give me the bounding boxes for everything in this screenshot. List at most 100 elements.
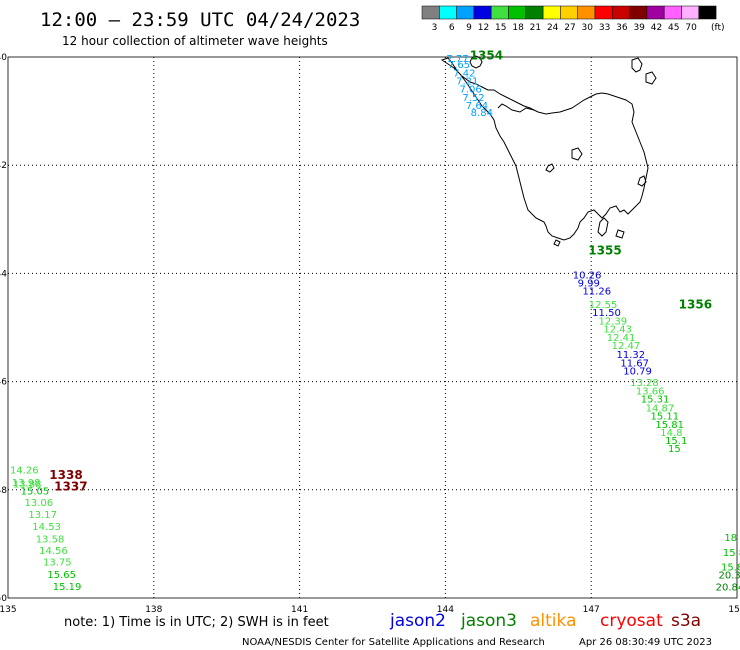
legend-bin-label: 33 bbox=[599, 23, 610, 33]
figure-title: 12:00 – 23:59 UTC 04/24/2023 bbox=[40, 9, 360, 31]
swh-value-label: 7.21 bbox=[456, 77, 478, 88]
legend-bin-label: 39 bbox=[633, 23, 645, 33]
longitude-tick-label: 141 bbox=[291, 605, 308, 615]
swh-value-label: 14.87 bbox=[646, 403, 675, 414]
map-frame bbox=[7, 56, 738, 599]
mission-cryosat-label: cryosat bbox=[600, 611, 663, 631]
swh-value-label: 8.84 bbox=[471, 108, 493, 119]
legend-bin-label: 9 bbox=[466, 23, 472, 33]
footer-note: note: 1) Time is in UTC; 2) SWH is in fe… bbox=[64, 615, 329, 630]
legend-swatch bbox=[646, 5, 665, 20]
footer-credit: NOAA/NESDIS Center for Satellite Applica… bbox=[242, 637, 545, 648]
cape-barren-island-outline bbox=[645, 71, 657, 85]
legend-swatch bbox=[456, 5, 475, 20]
longitude-tick-label: 150 bbox=[728, 605, 740, 615]
swh-value-label: 7.64 bbox=[466, 101, 488, 112]
mission-jason2-label: jason2 bbox=[389, 611, 446, 631]
swh-value-label: 9.99 bbox=[578, 278, 600, 289]
legend-bin-label: 21 bbox=[530, 23, 541, 33]
swh-value-label: 13.66 bbox=[636, 387, 665, 398]
swh-value-label: 15 bbox=[668, 444, 681, 455]
swh-value-label: 10.26 bbox=[573, 270, 602, 281]
swh-value-label: 18 bbox=[724, 533, 737, 544]
legend-swatch bbox=[525, 5, 544, 20]
mission-s3a-label: s3a bbox=[671, 611, 701, 631]
legend-swatch bbox=[663, 5, 682, 20]
swh-value-label: 12.43 bbox=[603, 324, 632, 335]
swh-value-label: 15.8 bbox=[721, 562, 740, 573]
swh-value-label: 13.88 bbox=[13, 480, 42, 491]
legend-swatch bbox=[612, 5, 630, 20]
legend-bin-label: 27 bbox=[564, 23, 575, 33]
swh-value-label: 15.8 bbox=[723, 548, 740, 559]
king-island-outline bbox=[469, 55, 483, 69]
swh-value-label: 13.28 bbox=[630, 378, 659, 389]
mission-altika-label: altika bbox=[530, 611, 577, 631]
pass-number-label: 1337 bbox=[54, 479, 87, 493]
swh-value-label: 15.31 bbox=[641, 395, 670, 406]
bruny-island-outline bbox=[597, 217, 609, 237]
swh-value-label: 20.32 bbox=[719, 571, 740, 582]
legend-bin-label: 42 bbox=[651, 23, 662, 33]
legend-bin-label: 36 bbox=[616, 23, 628, 33]
longitude-tick-label: 144 bbox=[437, 605, 454, 615]
legend-swatch bbox=[421, 5, 440, 20]
legend-bin-label: 12 bbox=[478, 23, 489, 33]
swh-value-label: 20.84 bbox=[716, 582, 740, 593]
swh-value-label: 10.79 bbox=[623, 367, 652, 378]
swh-value-label: 14.8 bbox=[660, 428, 682, 439]
legend-bin-label: 45 bbox=[668, 23, 679, 33]
swh-value-label: 14.56 bbox=[39, 546, 68, 557]
legend-unit: (ft) bbox=[711, 23, 725, 33]
wave-height-legend: 3 6 9 12 15 18 21 24 27 30 33 36 39 42 45 70 bbox=[421, 5, 717, 33]
swh-value-label: 12.39 bbox=[598, 316, 627, 327]
swh-value-label: 7.06 bbox=[459, 85, 481, 96]
swh-value-label: 13.98 bbox=[12, 478, 41, 489]
north-coast-detail bbox=[497, 103, 535, 113]
swh-value-label: 12.55 bbox=[589, 300, 618, 311]
mission-legend: jason2 jason3 altika cryosat s3a bbox=[389, 611, 701, 631]
legend-swatch bbox=[629, 5, 648, 20]
swh-value-label: 12.47 bbox=[612, 341, 641, 352]
tasmania-coastline bbox=[440, 55, 657, 247]
latitude-tick-label: -48 bbox=[0, 486, 7, 496]
swh-value-label: 7.65 bbox=[448, 60, 470, 71]
swh-value-label: 15.1 bbox=[665, 436, 687, 447]
swh-value-label: 7.77 bbox=[446, 54, 468, 65]
swh-observations: 7.777.657.427.217.067.527.648.84 10.269.9… bbox=[10, 54, 740, 594]
swh-value-label: 7.52 bbox=[462, 93, 484, 104]
west-coast-inlet bbox=[545, 163, 555, 173]
maria-island-outline bbox=[637, 175, 647, 187]
figure-subtitle: 12 hour collection of altimeter wave hei… bbox=[62, 34, 328, 48]
swh-value-label: 14.53 bbox=[32, 522, 61, 533]
latitude-tick-label: -42 bbox=[0, 161, 7, 171]
swh-value-label: 11.67 bbox=[620, 358, 649, 369]
swh-value-label: 15.05 bbox=[21, 487, 50, 498]
legend-bin-label: 3 bbox=[432, 23, 438, 33]
legend-swatch bbox=[542, 5, 561, 20]
east-coast-peninsula bbox=[571, 147, 583, 161]
swh-value-label: 15.65 bbox=[47, 570, 76, 581]
pass-number-label: 1338 bbox=[49, 468, 82, 482]
swh-value-label: 15.81 bbox=[655, 420, 684, 431]
legend-bin-label: 70 bbox=[685, 23, 697, 33]
latitude-tick-label: -50 bbox=[0, 594, 7, 604]
swh-value-label: 11.32 bbox=[616, 350, 645, 361]
south-coast-islet bbox=[553, 239, 561, 247]
swh-value-label: 13.58 bbox=[36, 534, 65, 545]
legend-bin-label: 15 bbox=[495, 23, 506, 33]
legend-swatch bbox=[560, 5, 578, 20]
swh-value-label: 13.75 bbox=[43, 558, 72, 569]
swh-value-label: 15.11 bbox=[650, 411, 679, 422]
legend-swatch bbox=[698, 5, 717, 20]
latitude-tick-label: -46 bbox=[0, 378, 7, 388]
legend-swatch bbox=[473, 5, 492, 20]
map-area: 135 138 141 144 147 150 -40 -42 -44 -46 -48 -50 7.7… bbox=[0, 49, 740, 615]
swh-value-label: 13.06 bbox=[25, 498, 54, 509]
latitude-tick-label: -44 bbox=[0, 269, 7, 279]
latitude-tick-label: -40 bbox=[0, 53, 7, 63]
legend-swatch bbox=[577, 5, 596, 20]
swh-value-label: 13.17 bbox=[28, 510, 57, 521]
